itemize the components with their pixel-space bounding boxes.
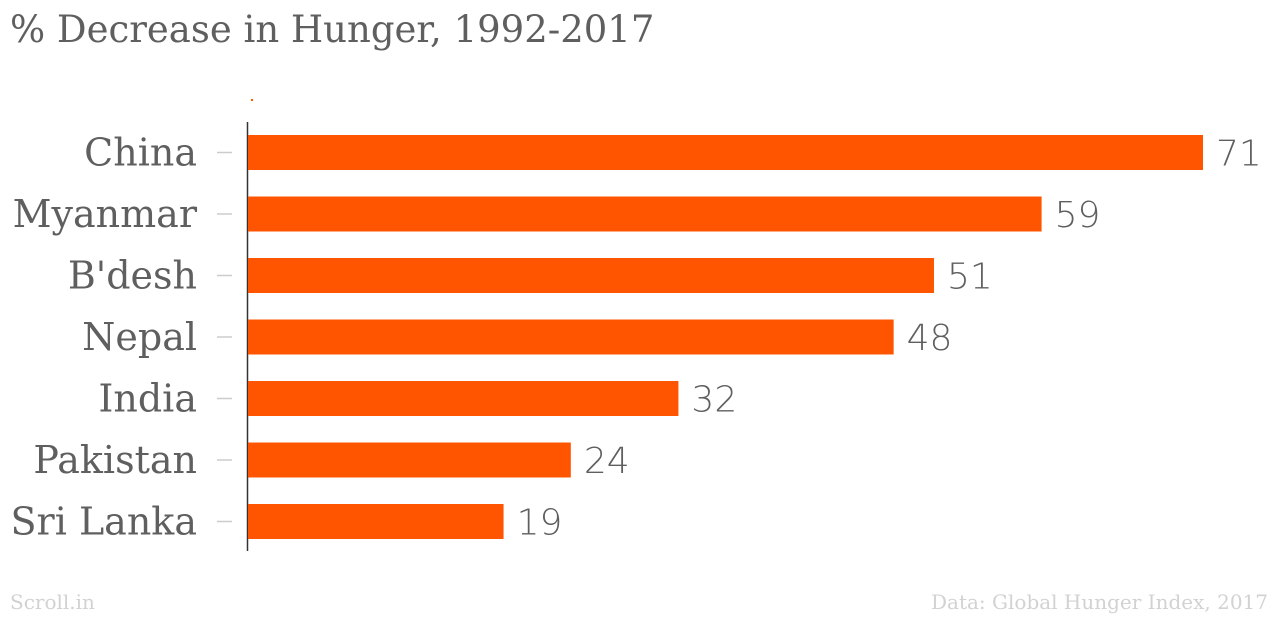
value-label-nepal: 48 [907,318,953,359]
category-label-b-desh: B'desh [68,254,197,298]
bar-b-desh [248,258,934,293]
value-label-sri-lanka: 19 [517,503,563,544]
category-label-india: India [98,377,197,421]
value-label-india: 32 [691,380,737,421]
bar-india [248,381,679,416]
value-label-pakistan: 24 [584,441,630,482]
chart-title: % Decrease in Hunger, 1992-2017 [10,8,655,51]
footer-source-right: Data: Global Hunger Index, 2017 [931,590,1268,614]
category-label-myanmar: Myanmar [13,192,198,236]
bar-nepal [248,319,894,355]
category-label-pakistan: Pakistan [33,438,197,482]
bar-sri-lanka [248,504,504,539]
bar-china [248,135,1203,170]
value-label-b-desh: 51 [947,257,993,298]
category-label-nepal: Nepal [82,315,197,359]
value-label-myanmar: 59 [1055,195,1101,236]
bar-myanmar [248,196,1042,232]
value-label-china: 71 [1216,134,1262,175]
category-label-sri-lanka: Sri Lanka [11,500,197,544]
category-label-china: China [84,131,197,175]
footer-source-left: Scroll.in [10,590,95,614]
bar-pakistan [248,442,571,478]
bars-group: China 71 Myanmar 59 B'desh 51 Nepal 48 India 32 Pa… [11,131,1262,544]
